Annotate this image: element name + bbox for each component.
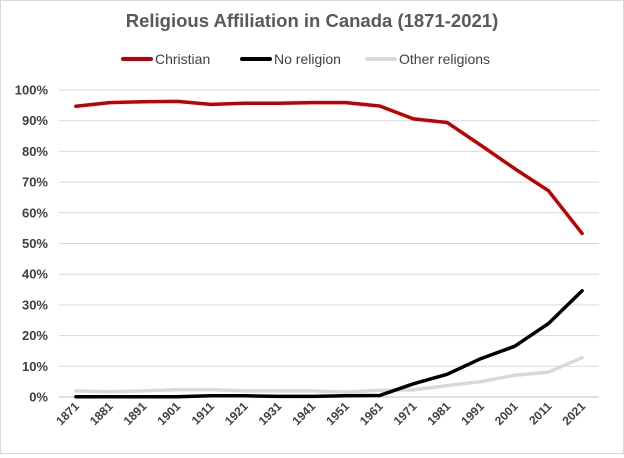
x-tick-label: 2001 <box>492 399 521 428</box>
x-tick-label: 1881 <box>87 399 116 428</box>
series-line-other-religions <box>76 358 582 392</box>
y-tick-label: 100% <box>15 83 49 98</box>
x-tick-label: 1911 <box>189 399 218 428</box>
x-tick-label: 2021 <box>559 399 588 428</box>
x-tick-label: 1971 <box>391 399 420 428</box>
x-tick-label: 1921 <box>222 399 251 428</box>
legend-label-other-religions: Other religions <box>399 51 490 67</box>
y-tick-label: 10% <box>22 359 48 374</box>
x-tick-label: 1931 <box>256 399 285 428</box>
legend: Christian No religion Other religions <box>123 51 490 67</box>
x-axis-ticks: 1871 1881 1891 1901 1911 1921 1931 1941 1951 1961… <box>53 399 588 428</box>
y-tick-label: 90% <box>22 113 48 128</box>
legend-label-no-religion: No religion <box>274 51 341 67</box>
y-tick-label: 20% <box>22 328 48 343</box>
y-tick-label: 80% <box>22 144 48 159</box>
x-tick-label: 1901 <box>154 399 183 428</box>
y-tick-label: 30% <box>22 297 48 312</box>
y-tick-label: 70% <box>22 175 48 190</box>
series-line-christian <box>76 101 582 233</box>
x-tick-label: 1941 <box>289 399 318 428</box>
legend-label-christian: Christian <box>155 51 210 67</box>
y-tick-label: 60% <box>22 205 48 220</box>
x-tick-label: 1951 <box>323 399 352 428</box>
chart-title: Religious Affiliation in Canada (1871-20… <box>126 10 498 31</box>
x-tick-label: 1891 <box>121 399 150 428</box>
x-tick-label: 1961 <box>357 399 386 428</box>
x-tick-label: 1871 <box>53 399 82 428</box>
x-tick-label: 1981 <box>424 399 453 428</box>
line-chart: Religious Affiliation in Canada (1871-20… <box>1 1 623 453</box>
x-tick-label: 1991 <box>458 399 487 428</box>
series-line-no-religion <box>76 291 582 397</box>
y-axis-ticks: 0% 10% 20% 30% 40% 50% 60% 70% 80% 90% 100% <box>15 83 49 405</box>
series-lines <box>76 101 582 396</box>
gridlines <box>59 90 599 397</box>
y-tick-label: 0% <box>29 390 48 405</box>
chart-frame: Religious Affiliation in Canada (1871-20… <box>0 0 624 454</box>
x-tick-label: 2011 <box>526 399 555 428</box>
y-tick-label: 50% <box>22 236 48 251</box>
y-tick-label: 40% <box>22 267 48 282</box>
